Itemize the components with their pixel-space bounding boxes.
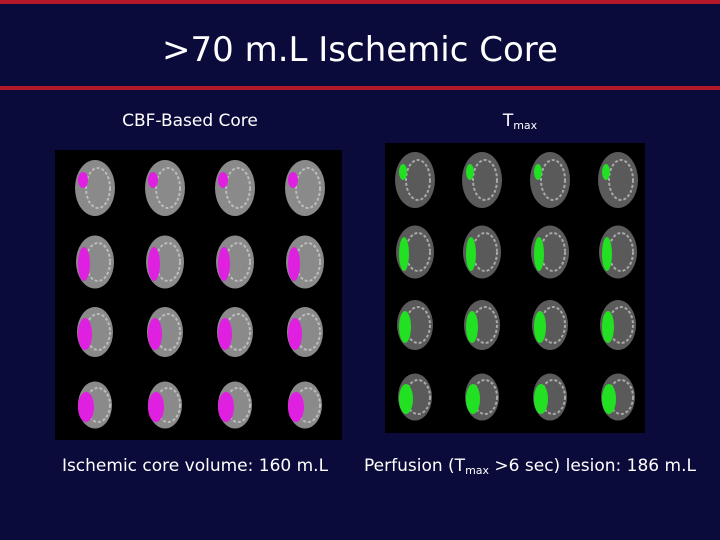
right-caption-sub: max bbox=[465, 464, 490, 477]
lesion bbox=[466, 164, 474, 180]
lesion bbox=[148, 318, 162, 350]
lesion bbox=[534, 311, 546, 343]
brain-texture bbox=[540, 159, 566, 201]
right-heading: Tmax bbox=[440, 111, 600, 132]
lesion bbox=[466, 311, 478, 343]
brain-texture bbox=[155, 167, 181, 209]
brain-texture bbox=[155, 242, 181, 282]
lesion bbox=[148, 392, 164, 422]
lesion bbox=[399, 311, 411, 343]
right-caption: Perfusion (Tmax >6 sec) lesion: 186 m.L bbox=[360, 456, 700, 477]
lesion bbox=[288, 172, 298, 188]
lesion bbox=[218, 318, 232, 350]
lesion bbox=[534, 164, 542, 180]
brain-texture bbox=[608, 159, 634, 201]
lesion bbox=[78, 392, 94, 422]
lesion bbox=[78, 172, 88, 188]
lesion bbox=[602, 384, 616, 414]
right-heading-main: T bbox=[502, 111, 514, 131]
lesion bbox=[148, 172, 158, 188]
lesion bbox=[466, 237, 476, 271]
left-caption: Ischemic core volume: 160 m.L bbox=[61, 456, 329, 476]
brain-texture bbox=[225, 167, 251, 209]
brain-texture bbox=[295, 167, 321, 209]
lesion bbox=[218, 247, 230, 281]
brain-texture bbox=[405, 232, 431, 272]
right-caption-after: >6 sec) lesion: 186 m.L bbox=[489, 456, 696, 476]
brain-texture bbox=[295, 242, 321, 282]
lesion bbox=[78, 247, 90, 281]
brain-texture bbox=[472, 232, 498, 272]
lesion bbox=[602, 237, 612, 271]
lesion bbox=[148, 247, 160, 281]
divider-bar bbox=[0, 86, 720, 90]
brain-texture bbox=[405, 159, 431, 201]
brain-texture bbox=[85, 242, 111, 282]
lesion bbox=[602, 164, 610, 180]
top-bar bbox=[0, 0, 720, 4]
lesion bbox=[534, 237, 544, 271]
lesion bbox=[288, 247, 300, 281]
lesion bbox=[399, 164, 407, 180]
right-heading-sub: max bbox=[513, 119, 538, 132]
lesion bbox=[534, 384, 548, 414]
brain-texture bbox=[608, 232, 634, 272]
lesion bbox=[399, 384, 413, 414]
brain-texture bbox=[85, 167, 111, 209]
lesion bbox=[288, 318, 302, 350]
lesion bbox=[218, 172, 228, 188]
slide-title: >70 m.L Ischemic Core bbox=[162, 30, 558, 70]
lesion bbox=[288, 392, 304, 422]
lesion bbox=[78, 318, 92, 350]
lesion bbox=[466, 384, 480, 414]
right-caption-before: Perfusion (T bbox=[364, 456, 466, 476]
brain-texture bbox=[225, 242, 251, 282]
brain-texture bbox=[540, 232, 566, 272]
lesion bbox=[602, 311, 614, 343]
brain-texture bbox=[472, 159, 498, 201]
lesion bbox=[399, 237, 409, 271]
left-heading: CBF-Based Core bbox=[122, 111, 258, 131]
lesion bbox=[218, 392, 234, 422]
